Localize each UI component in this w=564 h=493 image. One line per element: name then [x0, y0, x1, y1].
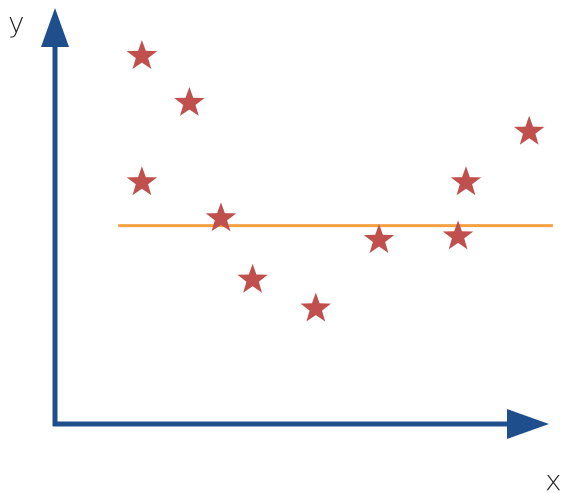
- data-point-star: [237, 263, 268, 293]
- x-axis-arrowhead: [507, 409, 549, 439]
- y-axis-arrowhead: [41, 8, 69, 47]
- x-axis-label: x: [545, 464, 562, 493]
- data-point-star: [126, 40, 158, 69]
- data-point-star: [126, 166, 158, 196]
- data-point-star: [514, 115, 545, 145]
- data-point-star: [174, 87, 205, 116]
- data-point-star: [205, 202, 237, 232]
- data-point-star: [450, 166, 482, 196]
- data-point-star: [300, 292, 331, 322]
- data-point-star: [363, 224, 395, 253]
- y-axis-label: y: [8, 6, 25, 39]
- data-points: [126, 40, 545, 322]
- axes: [41, 8, 549, 439]
- data-point-star: [442, 220, 474, 250]
